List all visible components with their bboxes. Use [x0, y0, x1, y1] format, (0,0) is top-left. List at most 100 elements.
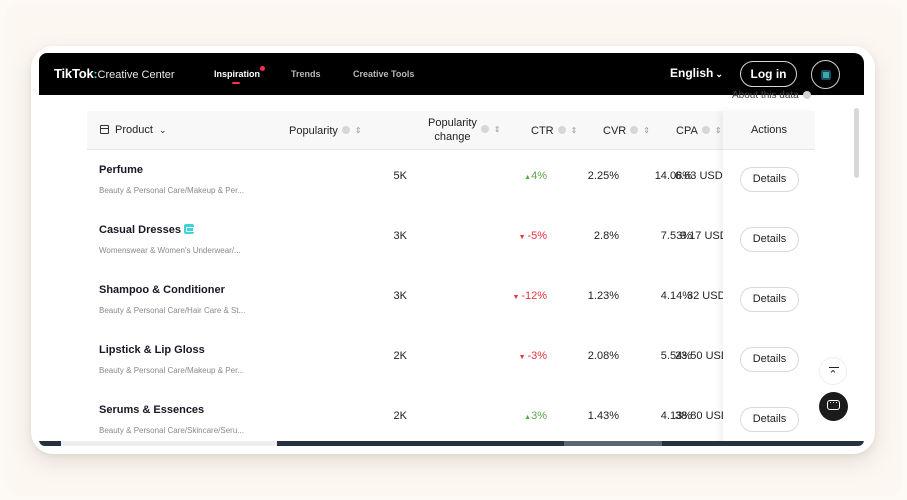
table-row: Lipstick & Lip Gloss Beauty & Personal C… [87, 344, 729, 404]
sort-icon: ⇕ [493, 125, 501, 134]
screenshot-frame: TikTok:Creative Center Inspiration Trend… [31, 46, 875, 454]
ctr-value: 2.8% [593, 230, 619, 242]
popularity-change: ▲4% [524, 170, 547, 182]
column-label: CPA [676, 125, 698, 137]
logo-subtitle: Creative Center [97, 69, 175, 81]
actions-column: Actions Details Details Details Details … [723, 111, 815, 446]
video-badge-icon [183, 224, 194, 235]
column-popularity[interactable]: Popularity ⇕ [289, 125, 362, 137]
sort-icon: ⇕ [643, 126, 650, 136]
chevron-up-icon: ⌃ [828, 369, 838, 381]
cvr-value: 14.08% [654, 170, 692, 182]
help-icon [341, 126, 350, 135]
column-actions: Actions [723, 111, 815, 150]
column-cpa[interactable]: CPA ⇕ [676, 125, 722, 137]
sort-icon: ⇕ [714, 126, 722, 136]
details-button[interactable]: Details [740, 227, 799, 252]
details-button[interactable]: Details [740, 167, 799, 192]
column-label-line1: Popularity [428, 117, 477, 129]
cpa-value: 9.17 USD [680, 230, 728, 242]
column-popularity-change[interactable]: Popularity change ⇕ [428, 116, 501, 144]
chat-support-button[interactable] [819, 392, 848, 421]
table-row: Casual Dresses Womenswear & Women's Unde… [87, 224, 728, 284]
product-name[interactable]: Serums & Essences [99, 404, 205, 416]
column-ctr[interactable]: CTR ⇕ [531, 125, 577, 137]
product-category: Beauty & Personal Care/Makeup & Per... [99, 366, 244, 375]
popularity-change: ▼ -3% [518, 350, 547, 362]
chevron-down-icon: ⌄ [715, 69, 723, 79]
ctr-value: 2.08% [587, 350, 619, 362]
details-button[interactable]: Details [740, 287, 799, 312]
column-cvr[interactable]: CVR ⇕ [603, 125, 650, 137]
help-icon [701, 126, 710, 135]
up-arrow-icon: ▲ [524, 414, 532, 421]
sort-icon: ⇕ [354, 126, 362, 136]
back-to-top-button[interactable]: ⌃ [819, 357, 847, 385]
product-category: Beauty & Personal Care/Makeup & Per... [99, 186, 244, 195]
popularity-change: ▼ -12% [512, 290, 547, 302]
cvr-value: 7.53% [660, 230, 692, 242]
logo-brand: TikTok [54, 66, 94, 81]
nav-item-inspiration[interactable]: Inspiration [214, 69, 261, 79]
language-selector[interactable]: English ⌄ [670, 66, 723, 80]
popularity-value: 3K [393, 230, 407, 242]
cpa-value: 38.80 USD [675, 410, 729, 422]
product-name[interactable]: Perfume [99, 164, 144, 176]
about-this-data-link[interactable]: About this data [732, 90, 811, 101]
product-name[interactable]: Shampoo & Conditioner [99, 284, 225, 296]
help-icon [480, 125, 489, 133]
cvr-value: 4.13% [660, 410, 692, 422]
login-button[interactable]: Log in [740, 61, 797, 87]
popularity-value: 2K [393, 350, 407, 362]
vertical-scrollbar[interactable] [854, 108, 859, 178]
horizontal-scrollbar-thumb[interactable] [277, 441, 564, 446]
help-icon [557, 126, 566, 135]
logo-colon: : [93, 67, 98, 81]
column-product-filter[interactable]: Product ⌄ [100, 124, 167, 136]
product-category: Beauty & Personal Care/Skincare/Seru... [99, 426, 244, 435]
sort-icon: ⇕ [570, 126, 578, 136]
nav-item-creative-tools[interactable]: Creative Tools [353, 69, 415, 79]
details-button[interactable]: Details [740, 347, 799, 372]
details-button[interactable]: Details [740, 407, 799, 432]
ctr-value: 1.43% [587, 410, 619, 422]
column-label: CVR [603, 125, 627, 137]
product-box-icon [100, 124, 109, 134]
product-category: Beauty & Personal Care/Hair Care & St... [99, 306, 246, 315]
up-arrow-icon: ▲ [524, 174, 532, 181]
active-tab-indicator [232, 82, 240, 84]
browser-viewport: TikTok:Creative Center Inspiration Trend… [39, 53, 864, 446]
cvr-value: 4.14% [660, 290, 692, 302]
product-name[interactable]: Casual Dresses [99, 224, 194, 236]
product-name[interactable]: Lipstick & Lip Gloss [99, 344, 205, 356]
cvr-value: 5.54% [660, 350, 692, 362]
column-label-line2: change [434, 131, 471, 143]
down-arrow-icon: ▼ [518, 234, 528, 241]
horizontal-scrollbar-segment [39, 441, 61, 446]
popularity-change: ▼ -5% [518, 230, 547, 242]
nav-item-trends[interactable]: Trends [291, 69, 321, 79]
column-label: Popularity [289, 125, 338, 137]
table-row: Shampoo & Conditioner Beauty & Personal … [87, 284, 726, 344]
notification-dot-icon [260, 66, 265, 71]
profile-avatar-button[interactable] [811, 60, 840, 89]
column-label: Product [115, 124, 153, 136]
about-label: About this data [732, 90, 799, 101]
table-row: Perfume Beauty & Personal Care/Makeup & … [87, 164, 723, 224]
product-category: Womenswear & Women's Underwear/... [99, 246, 241, 255]
top-bar-icon [829, 367, 839, 368]
cpa-value: 6.63 USD [675, 170, 723, 182]
down-arrow-icon: ▼ [512, 294, 522, 301]
language-label: English [670, 66, 714, 80]
ctr-value: 1.23% [587, 290, 619, 302]
table-row: Serums & Essences Beauty & Personal Care… [87, 404, 729, 446]
top-nav: TikTok:Creative Center Inspiration Trend… [39, 53, 864, 95]
cpa-value: 32 USD [687, 290, 726, 302]
chat-bubble-icon [827, 397, 840, 410]
popularity-value: 3K [393, 290, 407, 302]
cpa-value: 23.50 USD [675, 350, 729, 362]
horizontal-scrollbar-segment [662, 441, 864, 446]
popularity-value: 5K [393, 170, 407, 182]
logo[interactable]: TikTok:Creative Center [54, 66, 175, 81]
help-icon [630, 126, 639, 135]
